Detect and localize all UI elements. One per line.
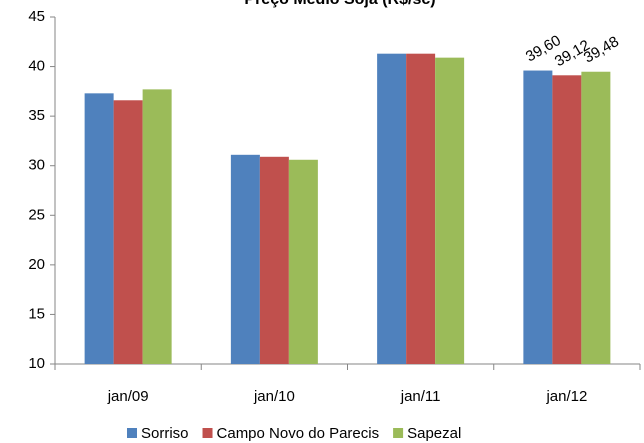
bar <box>581 71 611 364</box>
y-tick-label: 15 <box>28 305 45 322</box>
x-tick-label: jan/10 <box>253 388 295 405</box>
bar <box>377 53 407 364</box>
chart-title: Preço Médio Soja (R$/sc) <box>244 0 435 8</box>
legend-swatch <box>127 428 137 438</box>
bar <box>435 57 465 365</box>
legend-swatch <box>202 428 213 438</box>
legend-label: Sorriso <box>141 425 189 442</box>
bar <box>552 75 582 365</box>
y-tick-label: 30 <box>28 157 45 174</box>
legend-swatch <box>393 428 404 438</box>
bar <box>84 93 114 364</box>
bar <box>230 154 260 364</box>
bar <box>523 70 553 364</box>
bar <box>406 53 436 364</box>
x-tick-label: jan/09 <box>107 388 149 405</box>
y-tick-label: 25 <box>28 206 45 223</box>
bar <box>288 159 318 364</box>
bar <box>259 156 289 364</box>
y-tick-label: 35 <box>28 107 45 124</box>
y-tick-label: 10 <box>28 355 45 372</box>
y-tick-label: 40 <box>28 58 45 75</box>
legend-label: Sapezal <box>407 425 461 442</box>
x-tick-label: jan/11 <box>400 388 441 405</box>
legend-label: Campo Novo do Parecis <box>217 425 380 442</box>
y-tick-label: 20 <box>28 256 45 273</box>
x-tick-label: jan/12 <box>545 388 587 405</box>
bar <box>113 100 143 364</box>
data-label: 39,48 <box>581 33 622 66</box>
y-tick-label: 45 <box>28 8 45 25</box>
bar <box>142 89 172 365</box>
